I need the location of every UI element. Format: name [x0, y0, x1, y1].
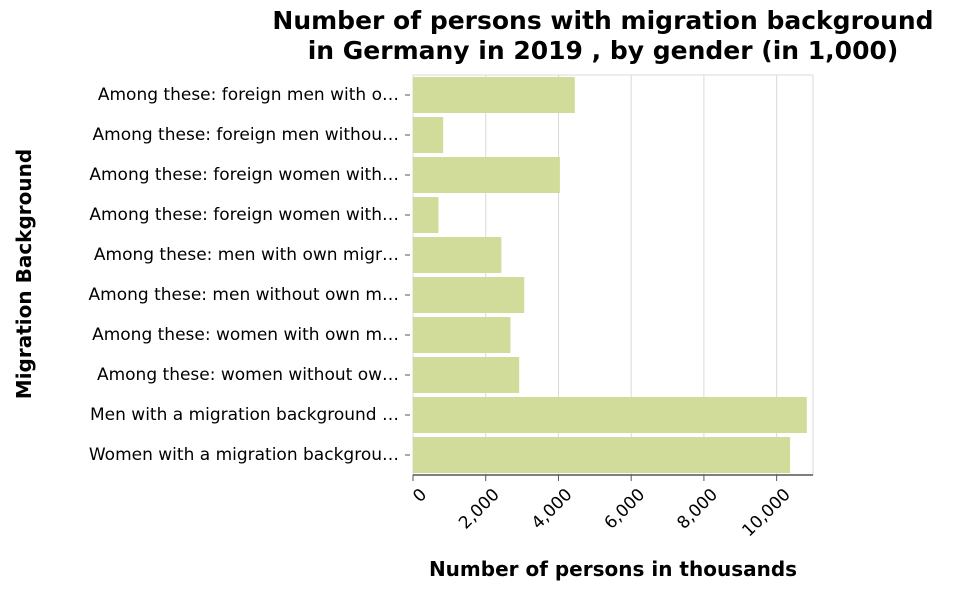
bar	[413, 197, 439, 233]
bar	[413, 397, 807, 433]
category-label: Men with a migration background …	[90, 405, 399, 425]
x-tick-label: 4,000	[528, 485, 577, 534]
chart-title: Number of persons with migration backgro…	[240, 6, 966, 66]
bar	[413, 117, 444, 153]
category-label: Women with a migration backgrou…	[89, 445, 399, 465]
x-tick-label: 10,000	[738, 485, 794, 541]
category-label: Among these: foreign women with…	[89, 165, 399, 185]
category-label: Among these: men without own m…	[89, 285, 399, 305]
chart-title-line-1: Number of persons with migration backgro…	[272, 6, 934, 35]
bar	[413, 157, 560, 193]
x-tick-label: 8,000	[673, 485, 722, 534]
category-labels: Among these: foreign men with o… Among th…	[89, 85, 399, 465]
category-label: Among these: foreign men withou…	[93, 125, 400, 145]
x-tick-label: 0	[409, 485, 431, 507]
axes	[405, 94, 813, 481]
bar	[413, 77, 575, 113]
category-label: Among these: foreign women with…	[89, 205, 399, 225]
bar	[413, 237, 502, 273]
x-tick-label: 2,000	[455, 485, 504, 534]
category-label: Among these: women with own m…	[92, 325, 399, 345]
category-label: Among these: foreign men with o…	[98, 85, 399, 105]
x-tick-label: 6,000	[601, 485, 650, 534]
category-label: Among these: women without ow…	[97, 365, 399, 385]
bar	[413, 437, 791, 473]
bar	[413, 277, 525, 313]
chart-title-line-2: in Germany in 2019 , by gender (in 1,000…	[307, 36, 899, 65]
x-axis-title: Number of persons in thousands	[428, 557, 798, 581]
x-tick-labels: 0 2,000 4,000 6,000 8,000 10,000	[409, 485, 794, 541]
bars	[413, 77, 807, 473]
category-label: Among these: men with own migr…	[94, 245, 399, 265]
bar	[413, 317, 511, 353]
bar	[413, 357, 520, 393]
